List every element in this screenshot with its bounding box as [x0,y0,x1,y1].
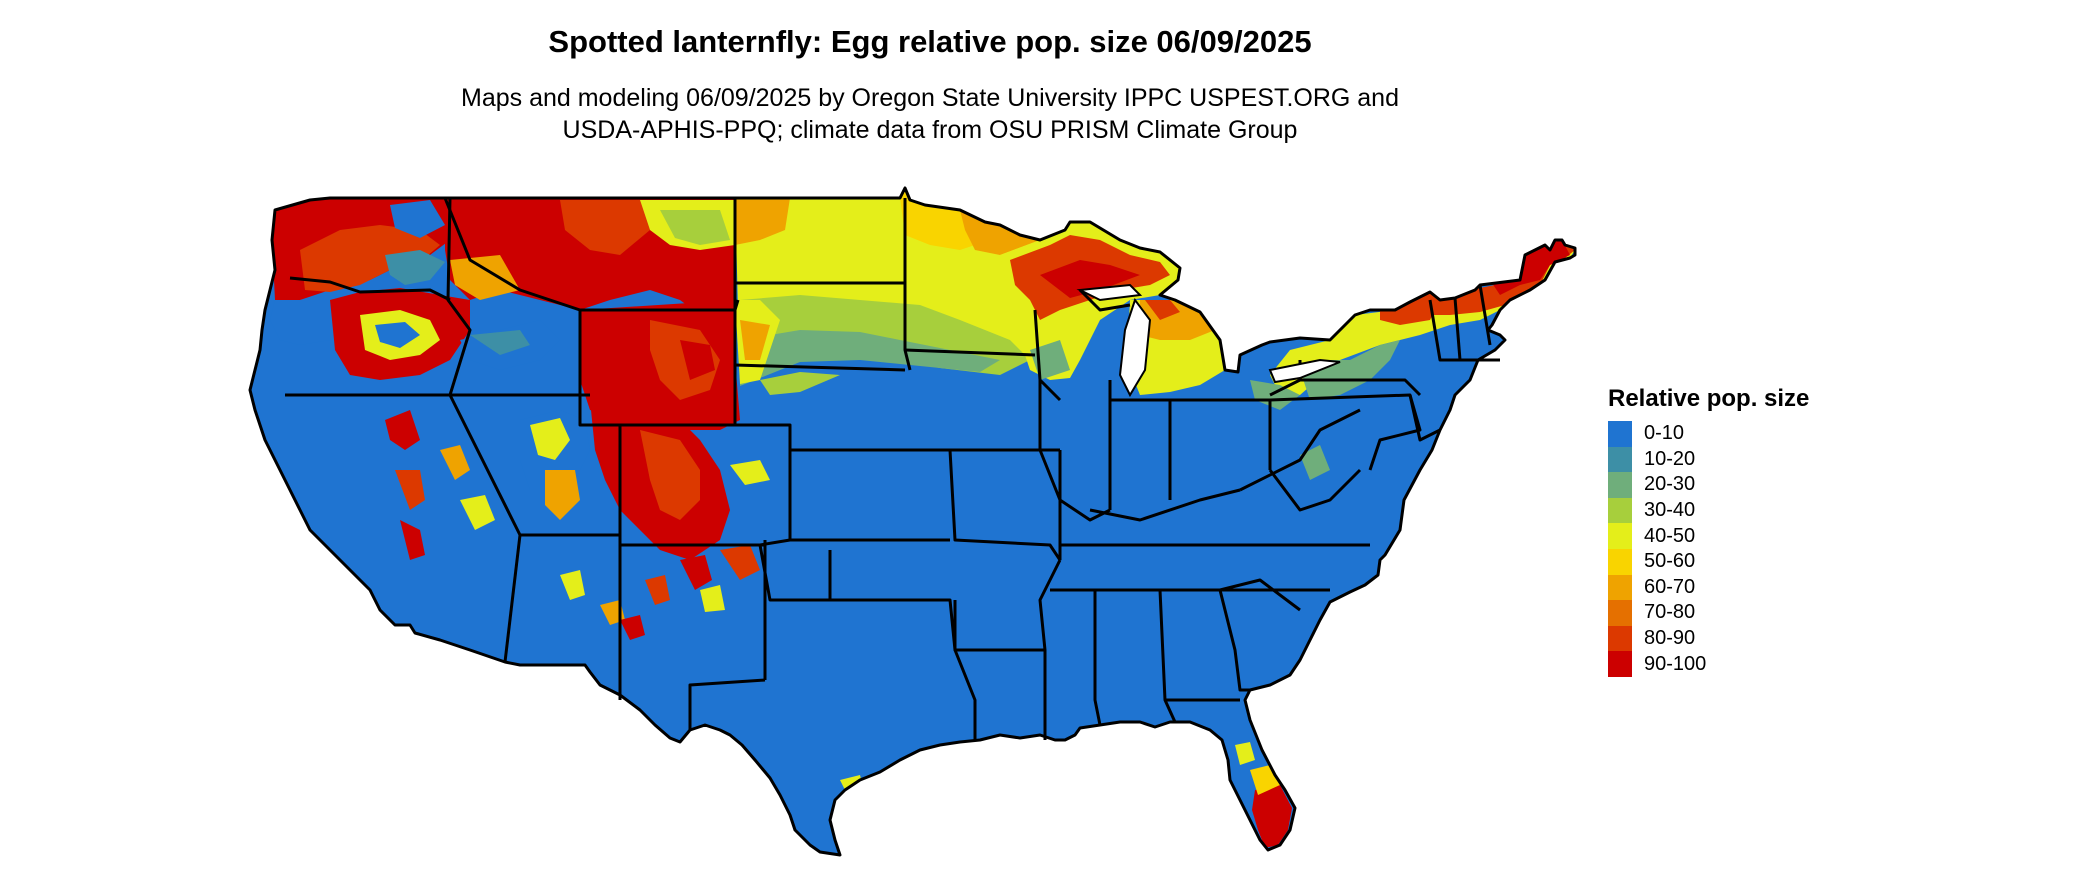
legend-item: 60-70 [1608,574,1809,601]
map-title: Spotted lanternfly: Egg relative pop. si… [548,24,1312,59]
legend-item: 0-10 [1608,421,1809,447]
legend-label: 20-30 [1644,473,1696,496]
legend-item: 80-90 [1608,625,1809,652]
legend-label: 80-90 [1644,627,1696,650]
legend-swatch [1608,600,1632,626]
legend-label: 90-100 [1644,652,1707,675]
legend-item: 90-100 [1608,651,1809,677]
legend-label: 0-10 [1644,422,1685,445]
legend-item: 40-50 [1608,523,1809,549]
legend-swatch [1608,421,1632,447]
legend-label: 40-50 [1644,524,1696,547]
legend-label: 70-80 [1644,601,1696,624]
legend-label: 50-60 [1644,550,1696,573]
legend-item: 10-20 [1608,446,1809,473]
legend-swatch [1608,446,1632,473]
legend: Relative pop. size 0-10 10-20 20-30 30-40 40… [1608,385,1809,677]
legend-label: 60-70 [1644,575,1696,598]
subtitle-line-2: USDA-APHIS-PPQ; climate data from OSU PR… [562,116,1298,144]
legend-swatch [1608,625,1632,652]
legend-swatch [1608,523,1632,549]
legend-swatch [1608,574,1632,601]
legend-item: 70-80 [1608,600,1809,626]
legend-item: 50-60 [1608,548,1809,575]
subtitle-line-1: Maps and modeling 06/09/2025 by Oregon S… [461,84,1399,112]
legend-label: 10-20 [1644,447,1696,470]
legend-swatch [1608,651,1632,677]
map-subtitle: Maps and modeling 06/09/2025 by Oregon S… [0,82,1860,146]
legend-item: 30-40 [1608,497,1809,524]
legend-swatch [1608,472,1632,498]
legend-title: Relative pop. size [1608,385,1810,412]
legend-label: 30-40 [1644,499,1696,522]
legend-item: 20-30 [1608,472,1809,498]
legend-swatch [1608,548,1632,575]
legend-swatch [1608,497,1632,524]
legend-items: 0-10 10-20 20-30 30-40 40-50 50-60 60-70 70-80 8… [1608,421,1809,677]
